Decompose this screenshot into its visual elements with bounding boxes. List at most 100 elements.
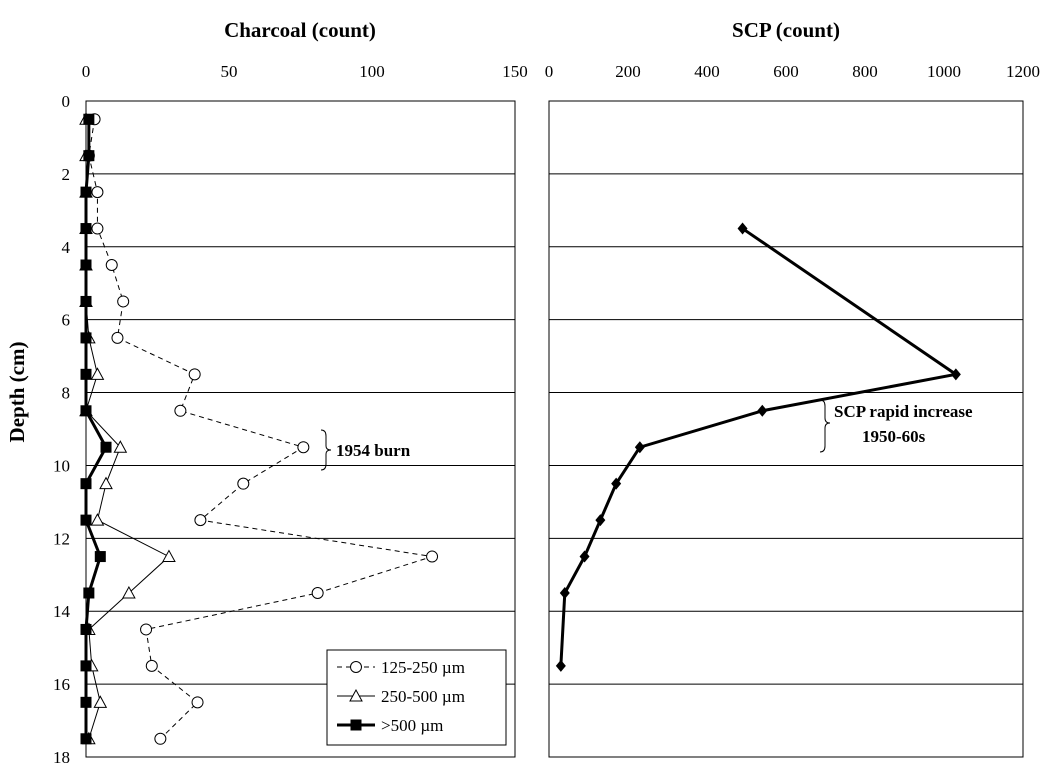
charcoal-data-point [237,477,250,490]
scp-chart-title: SCP (count) [732,18,840,42]
charcoal-data-point [122,585,136,599]
charcoal-series-line [84,119,108,739]
scp-annotation: SCP rapid increase 1950-60s [819,399,973,453]
charcoal-data-point [111,331,124,344]
scp-data-point [579,550,590,563]
charcoal-data-point [140,623,153,636]
charcoal-data-point [188,368,201,381]
charcoal-data-point [90,367,105,380]
scp-x-tick-label: 400 [694,62,720,81]
charcoal-data-point [145,659,158,672]
charcoal-data-point [83,113,95,125]
scp-data-point [595,514,606,527]
charcoal-data-point [80,332,92,344]
scp-x-tick-label: 1200 [1006,62,1040,81]
scp-plot-border [548,100,1024,758]
charcoal-series-line [88,119,433,740]
charcoal-gridlines [85,100,516,758]
legend-label: 250-500 µm [381,687,465,706]
charcoal-data-point [174,404,187,417]
depth-tick-label: 12 [53,529,70,548]
charcoal-x-tick-label: 150 [502,62,528,81]
legend-marker [349,688,363,702]
legend-marker [350,661,362,673]
charcoal-data-point [90,513,105,526]
charcoal-chart: Charcoal (count) Depth (cm) 0 50 100 150 0 2… [5,18,528,767]
charcoal-data-point [80,514,92,526]
charcoal-data-point [83,150,95,162]
scp-chart: SCP (count) 0 200 400 600 800 1000 1200 SCP ra… [545,18,1040,758]
scp-gridlines [548,100,1024,758]
depth-axis-label: Depth (cm) [5,342,29,443]
legend-label: >500 µm [381,716,443,735]
charcoal-data-point [99,476,113,490]
charcoal-data-point [113,440,128,453]
scp-series-line [559,227,960,666]
scp-x-tick-label: 200 [615,62,641,81]
scp-data-point [757,404,768,417]
charcoal-series-line [85,119,170,739]
scp-x-tick-label: 0 [545,62,554,81]
charcoal-data-point [83,587,95,599]
charcoal-data-point [100,441,112,453]
legend-marker [350,719,362,731]
charcoal-data-point [80,478,92,490]
depth-tick-label: 16 [53,675,70,694]
charcoal-data-point [311,587,324,599]
charcoal-x-tick-label: 0 [82,62,91,81]
charcoal-series [79,112,439,745]
depth-tick-label: 10 [53,456,70,475]
charcoal-plot-border [85,100,516,758]
scp-data-point [634,441,645,454]
scp-series [555,222,961,672]
charcoal-data-point [105,259,118,271]
depth-tick-label: 14 [53,602,71,621]
scp-x-tick-labels: 0 200 400 600 800 1000 1200 [545,62,1040,81]
charcoal-data-point [117,295,130,308]
depth-tick-label: 2 [62,165,71,184]
charcoal-data-point [91,222,104,235]
burn-annotation: 1954 burn [320,429,411,471]
charcoal-data-point [91,186,104,199]
charcoal-data-point [80,259,92,271]
charcoal-data-point [80,696,92,708]
scp-data-point [950,368,961,381]
charcoal-data-point [80,405,92,417]
charcoal-data-point [80,368,92,380]
charcoal-data-point [154,732,167,745]
charcoal-data-point [80,733,92,745]
charcoal-data-point [80,660,92,672]
charcoal-data-point [94,551,106,563]
legend-label: 125-250 µm [381,658,465,677]
charcoal-x-tick-label: 50 [221,62,238,81]
charcoal-data-point [194,514,207,527]
depth-tick-label: 0 [62,92,71,111]
charcoal-data-point [80,223,92,235]
scp-data-point [737,222,748,235]
charcoal-data-point [162,549,176,563]
scp-annotation-line2: 1950-60s [862,427,926,446]
charcoal-data-point [80,295,92,307]
charcoal-data-point [93,695,108,708]
scp-data-point [555,659,566,672]
scp-x-tick-label: 800 [852,62,878,81]
charcoal-data-point [80,186,92,198]
scp-x-tick-label: 600 [773,62,799,81]
charcoal-data-point [426,550,439,563]
depth-tick-label: 6 [62,311,71,330]
legend: 125-250 µm 250-500 µm >500 µm [326,649,507,746]
depth-tick-label: 4 [62,238,71,257]
burn-brace [320,429,332,471]
burn-annotation-label: 1954 burn [336,441,411,460]
charcoal-data-point [80,623,92,635]
depth-tick-label: 18 [53,748,70,767]
charcoal-x-tick-label: 100 [359,62,385,81]
charcoal-data-point [297,441,310,454]
depth-tick-label: 8 [62,384,71,403]
scp-annotation-line1: SCP rapid increase [834,402,973,421]
scp-data-point [559,587,570,599]
scp-data-point [611,477,622,490]
charcoal-chart-title: Charcoal (count) [224,18,376,42]
charcoal-data-point [191,696,204,709]
